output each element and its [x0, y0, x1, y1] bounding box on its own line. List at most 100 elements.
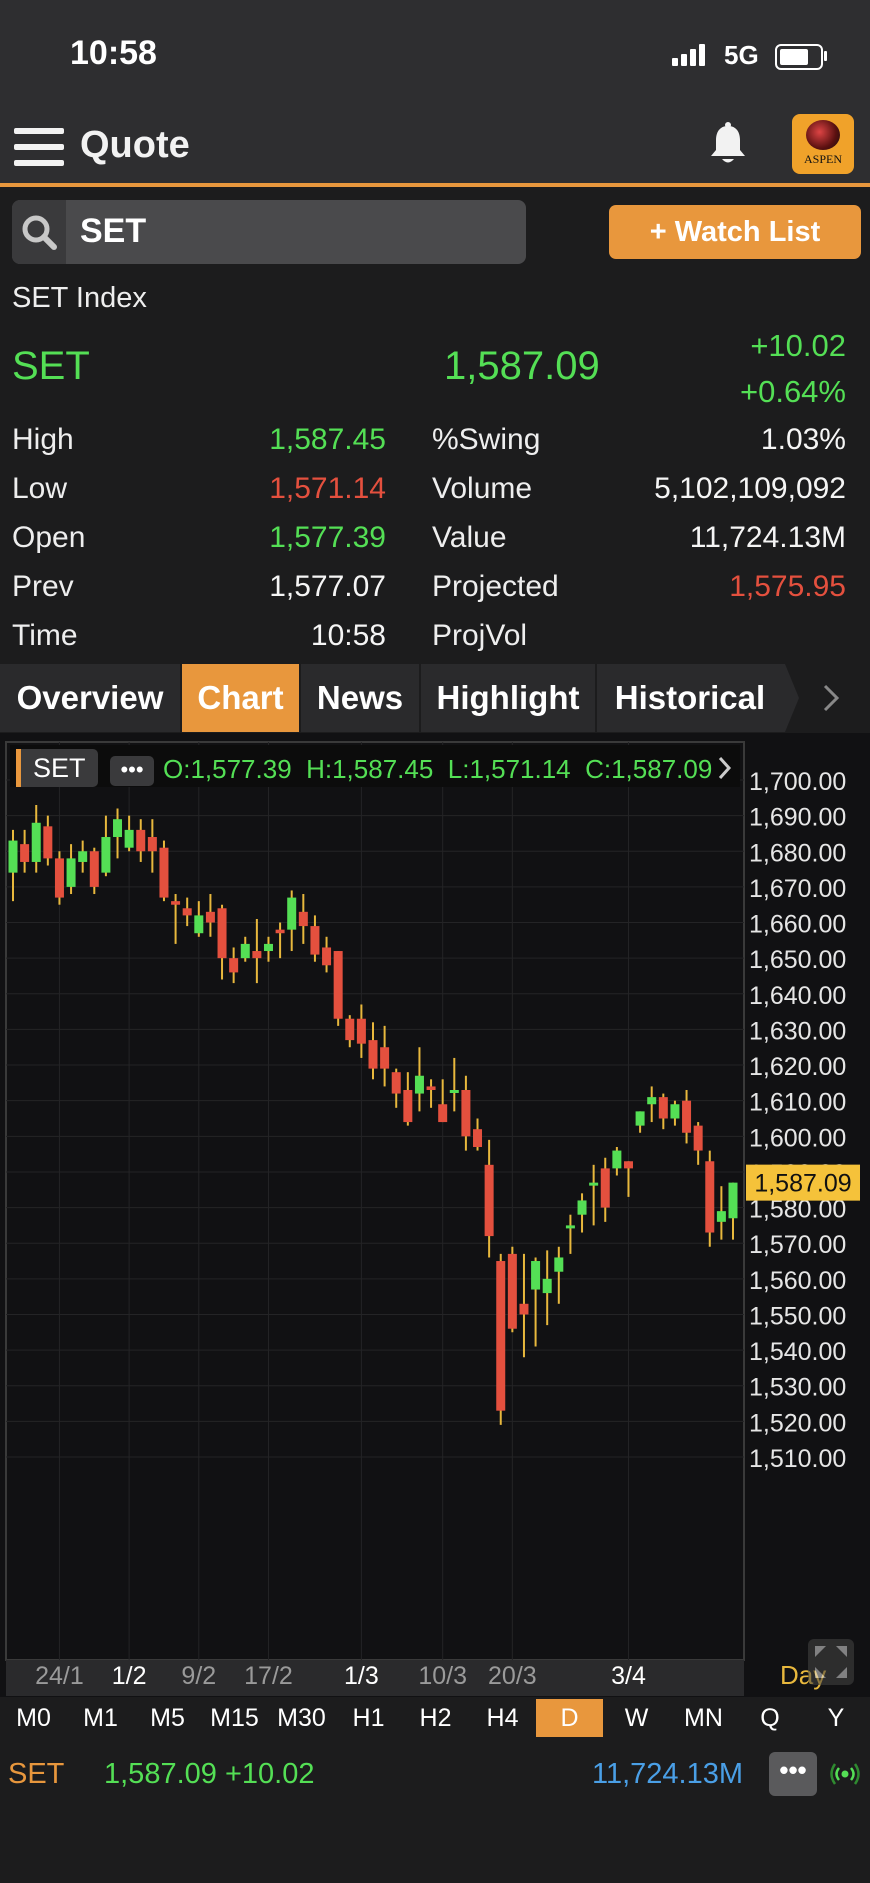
search-value[interactable]: SET: [80, 212, 147, 250]
candle-body: [310, 926, 320, 955]
timeframe-h2[interactable]: H2: [419, 1704, 452, 1732]
header-divider: [0, 183, 870, 187]
candle-body: [252, 951, 262, 959]
tab-separator: [299, 664, 301, 732]
candle-body: [670, 1104, 680, 1119]
timeframe-m1[interactable]: M1: [83, 1704, 118, 1732]
chart-symbol-label[interactable]: SET: [33, 753, 86, 783]
stat-value-volume: 5,102,109,092: [654, 472, 846, 505]
y-tick-label: 1,510.00: [749, 1445, 846, 1473]
candle-body: [519, 1303, 529, 1315]
candle-body: [20, 844, 30, 862]
candle-body: [345, 1018, 355, 1041]
globe-icon: [806, 120, 840, 150]
timeframe-q[interactable]: Q: [760, 1704, 780, 1732]
x-tick-label: 1/2: [112, 1662, 147, 1690]
candle-body: [716, 1211, 726, 1222]
search-input[interactable]: [12, 200, 526, 264]
tab-news[interactable]: News: [316, 679, 404, 716]
more-icon: •••: [120, 757, 143, 782]
tab-historical[interactable]: Historical: [614, 679, 766, 716]
stat-label-volume: Volume: [432, 472, 533, 505]
x-tick-label: 1/3: [344, 1662, 379, 1690]
tab-highlight[interactable]: Highlight: [436, 679, 580, 716]
footer-more-button[interactable]: •••: [769, 1752, 817, 1796]
candle-body: [8, 840, 18, 873]
timeframe-h4[interactable]: H4: [486, 1704, 519, 1732]
menu-icon[interactable]: [14, 126, 64, 168]
battery-tip: [824, 51, 827, 61]
stat-value-low: 1,571.14: [269, 472, 386, 505]
tab-bar: [0, 664, 870, 732]
network-label: 5G: [724, 40, 759, 70]
add-watchlist-button[interactable]: + Watch List: [609, 205, 861, 259]
price-chart[interactable]: 1,700.00 1,690.00 1,680.00 1,670.00 1,660.00…: [0, 733, 870, 1697]
candle-body: [31, 822, 41, 862]
timeframe-m30[interactable]: M30: [277, 1704, 326, 1732]
candle-body: [333, 951, 343, 1019]
x-tick-label: 9/2: [181, 1662, 216, 1690]
candle-body: [54, 858, 64, 898]
footer-symbol[interactable]: SET: [8, 1758, 65, 1790]
candle-body: [554, 1257, 564, 1272]
timeframe-mn[interactable]: MN: [684, 1704, 723, 1732]
stat-label-projvol: ProjVol: [432, 619, 528, 652]
timeframe-m0[interactable]: M0: [16, 1704, 51, 1732]
timeframe-y[interactable]: Y: [827, 1704, 845, 1732]
candle-body: [635, 1111, 645, 1126]
y-axis: 1,700.00 1,690.00 1,680.00 1,670.00 1,660.00…: [749, 768, 846, 1473]
candle-body: [542, 1278, 552, 1294]
x-axis: 24/1 1/2 9/2 17/2 1/3 10/3 20/3 3/4: [6, 1660, 744, 1696]
candle-series: [8, 804, 738, 1425]
timeframe-d[interactable]: D: [536, 1699, 603, 1737]
y-tick-label: 1,570.00: [749, 1231, 846, 1259]
x-tick-label: 24/1: [35, 1662, 84, 1690]
search-icon[interactable]: [12, 200, 66, 264]
y-tick-label: 1,670.00: [749, 875, 846, 903]
tab-scroll-right[interactable]: [785, 664, 870, 732]
candle-body: [43, 826, 53, 859]
y-tick-label: 1,610.00: [749, 1089, 846, 1117]
x-tick-label: 3/4: [611, 1662, 646, 1690]
candle-body: [113, 819, 123, 838]
candle-body: [623, 1161, 633, 1169]
y-tick-label: 1,690.00: [749, 804, 846, 832]
candle-body: [565, 1225, 575, 1229]
y-tick-label: 1,700.00: [749, 768, 846, 796]
quote-symbol: SET: [12, 344, 90, 388]
chart-options-button[interactable]: [110, 756, 154, 786]
candle-body: [403, 1089, 413, 1123]
candle-body: [194, 915, 204, 934]
tab-chart[interactable]: Chart: [182, 664, 299, 732]
expand-icon[interactable]: [808, 1639, 854, 1685]
tab-overview[interactable]: Overview: [16, 679, 164, 716]
bell-icon[interactable]: [708, 122, 748, 171]
stat-label-low: Low: [12, 472, 68, 505]
candle-body: [507, 1253, 517, 1329]
y-tick-label: 1,650.00: [749, 946, 846, 974]
candle-body: [78, 851, 88, 862]
aspen-logo[interactable]: ASPEN: [792, 114, 854, 174]
y-tick-label: 1,530.00: [749, 1374, 846, 1402]
candle-body: [275, 929, 285, 934]
y-tick-label: 1,620.00: [749, 1053, 846, 1081]
ticker-footer: [0, 1739, 870, 1883]
stat-label-high: High: [12, 423, 74, 456]
chevron-right-icon[interactable]: [718, 756, 732, 780]
footer-value: 11,724.13M: [592, 1758, 744, 1790]
timeframe-m15[interactable]: M15: [210, 1704, 259, 1732]
candle-body: [531, 1261, 541, 1290]
battery-level: [780, 49, 808, 65]
stat-value-open: 1,577.39: [269, 521, 386, 554]
timeframe-m5[interactable]: M5: [150, 1704, 185, 1732]
candle-body: [205, 911, 215, 923]
y-tick-label: 1,680.00: [749, 839, 846, 867]
candle-body: [693, 1125, 703, 1151]
stat-value-projected: 1,575.95: [729, 570, 846, 603]
y-tick-label: 1,560.00: [749, 1267, 846, 1295]
timeframe-h1[interactable]: H1: [352, 1704, 385, 1732]
candle-body: [322, 947, 332, 966]
quote-change-pct: +0.64%: [739, 374, 846, 409]
candle-body: [600, 1168, 610, 1208]
timeframe-w[interactable]: W: [624, 1704, 649, 1732]
